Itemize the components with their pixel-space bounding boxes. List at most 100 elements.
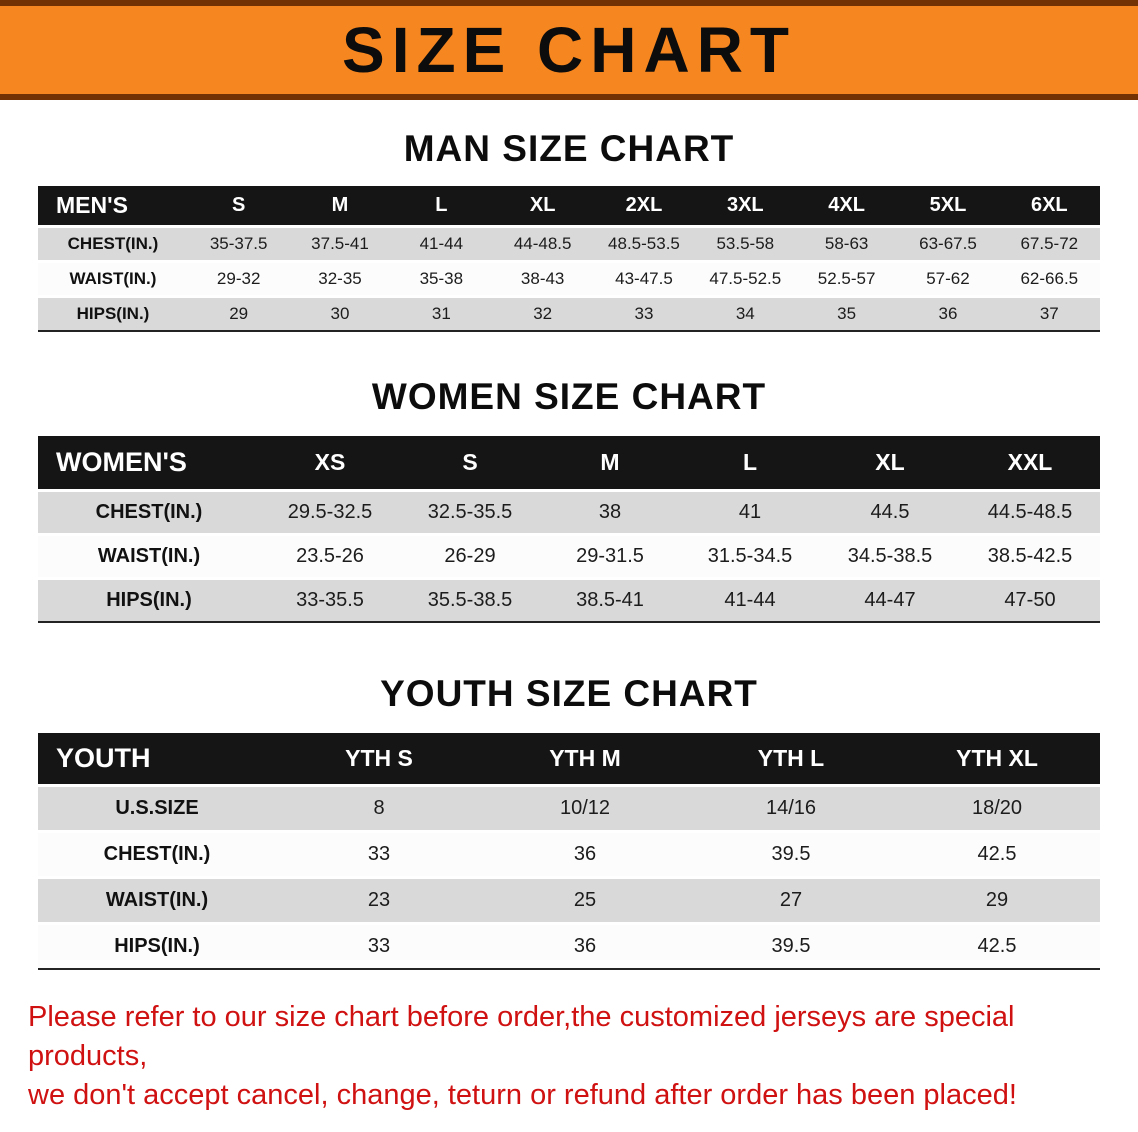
row-label: HIPS(IN.) [38, 296, 188, 332]
youth-section-heading: YOUTH SIZE CHART [380, 673, 758, 714]
banner-title: SIZE CHART [342, 14, 796, 86]
table-row: CHEST(IN.) 29.5-32.5 32.5-35.5 38 41 44.5 44.5… [38, 490, 1100, 534]
table-row: U.S.SIZE 8 10/12 14/16 18/20 [38, 785, 1100, 831]
table-corner-header: WOMEN'S [38, 436, 260, 490]
size-column-header: S [400, 436, 540, 490]
size-value-cell: 31.5-34.5 [707, 544, 793, 567]
table-row: WAIST(IN.) 29-32 32-35 35-38 38-43 43-47.5 47.… [38, 261, 1100, 296]
size-column-header: YTH XL [894, 733, 1100, 785]
size-column-header: XL [820, 436, 960, 490]
women-section-heading: WOMEN SIZE CHART [371, 376, 767, 417]
youth-size-table: YOUTH YTH S YTH M YTH L YTH XL U.S.SIZE 8 10/12… [38, 733, 1100, 970]
size-value-cell: 38 [598, 500, 622, 523]
size-value-cell: 41 [738, 500, 762, 523]
size-column-header: YTH S [276, 733, 482, 785]
size-value-cell: 52.5-57 [817, 268, 876, 288]
size-value-cell: 26-29 [444, 544, 496, 567]
size-value-cell: 27 [779, 888, 803, 911]
size-value-cell: 34.5-38.5 [847, 544, 933, 567]
table-header-row: YOUTH YTH S YTH M YTH L YTH XL [38, 733, 1100, 785]
size-column-header: YTH M [482, 733, 688, 785]
row-label: CHEST(IN.) [103, 842, 211, 865]
size-value-cell: 62-66.5 [1020, 268, 1079, 288]
size-value-cell: 42.5 [977, 842, 1017, 865]
size-value-cell: 25 [573, 888, 597, 911]
size-value-cell: 35-37.5 [209, 233, 268, 253]
size-value-cell: 18/20 [971, 796, 1023, 819]
size-value-cell: 35.5-38.5 [400, 578, 540, 623]
table-row: HIPS(IN.) 33 36 39.5 42.5 [38, 923, 1100, 970]
size-value-cell: 31 [390, 296, 492, 332]
disclaimer-line-2: we don't accept cancel, change, teturn o… [28, 1079, 1017, 1112]
disclaimer-line-1: Please refer to our size chart before or… [28, 1001, 1015, 1073]
size-value-cell: 33 [276, 923, 482, 970]
size-column-header: M [540, 436, 680, 490]
table-corner-header: MEN'S [38, 186, 188, 226]
size-value-cell: 33 [593, 296, 695, 332]
size-value-cell: 37.5-41 [311, 233, 369, 253]
size-column-header: XXL [960, 436, 1100, 490]
size-value-cell: 23.5-26 [296, 544, 364, 567]
size-value-cell: 23 [367, 888, 391, 911]
size-value-cell: 32 [491, 296, 594, 332]
size-value-cell: 41-44 [680, 578, 820, 623]
size-value-cell: 42.5 [894, 923, 1100, 970]
size-value-cell: 67.5-72 [1020, 233, 1079, 253]
size-value-cell: 41-44 [419, 233, 464, 253]
table-row: CHEST(IN.) 35-37.5 37.5-41 41-44 44-48.5 48.5… [38, 226, 1100, 261]
size-column-header: XL [491, 186, 594, 226]
row-label: CHEST(IN.) [67, 233, 159, 253]
size-value-cell: 30 [289, 296, 391, 332]
row-label: U.S.SIZE [115, 796, 199, 819]
size-value-cell: 43-47.5 [615, 268, 673, 288]
size-value-cell: 63-67.5 [919, 233, 977, 253]
table-row: WAIST(IN.) 23.5-26 26-29 29-31.5 31.5-34.5 34… [38, 534, 1100, 578]
table-header-row: MEN'S S M L XL 2XL 3XL 4XL 5XL 6XL [38, 186, 1100, 226]
size-value-cell: 44.5 [870, 500, 910, 523]
row-label: HIPS(IN.) [38, 578, 260, 623]
size-value-cell: 36 [482, 923, 688, 970]
size-value-cell: 38.5-41 [540, 578, 680, 623]
size-value-cell: 29-31.5 [576, 544, 644, 567]
size-value-cell: 8 [373, 796, 385, 819]
size-value-cell: 44-47 [820, 578, 960, 623]
size-value-cell: 38.5-42.5 [987, 544, 1073, 567]
size-value-cell: 29-32 [216, 268, 261, 288]
size-value-cell: 39.5 [771, 842, 811, 865]
size-chart-banner: SIZE CHART [0, 0, 1138, 100]
size-value-cell: 37 [998, 296, 1100, 332]
size-value-cell: 14/16 [765, 796, 817, 819]
women-size-table: WOMEN'S XS S M L XL XXL CHEST(IN.) 29.5-32.5 32.5… [38, 436, 1100, 623]
size-column-header: YTH L [688, 733, 894, 785]
row-label: WAIST(IN.) [69, 268, 157, 288]
size-column-header: M [289, 186, 391, 226]
men-size-section: MAN SIZE CHART MEN'S S M L XL 2XL 3XL 4XL 5XL 6XL… [0, 100, 1138, 332]
table-row: WAIST(IN.) 23 25 27 29 [38, 877, 1100, 923]
size-value-cell: 33-35.5 [260, 578, 400, 623]
size-value-cell: 29.5-32.5 [287, 500, 373, 523]
size-value-cell: 35-38 [419, 268, 464, 288]
women-size-section: WOMEN SIZE CHART WOMEN'S XS S M L XL XXL CHEST(… [0, 332, 1138, 623]
size-value-cell: 10/12 [559, 796, 611, 819]
size-column-header: 6XL [998, 186, 1100, 226]
table-header-row: WOMEN'S XS S M L XL XXL [38, 436, 1100, 490]
size-column-header: 4XL [795, 186, 898, 226]
size-column-header: 5XL [897, 186, 999, 226]
size-value-cell: 38-43 [520, 268, 565, 288]
size-column-header: S [188, 186, 290, 226]
row-label: WAIST(IN.) [105, 888, 209, 911]
size-value-cell: 32.5-35.5 [427, 500, 513, 523]
men-size-table: MEN'S S M L XL 2XL 3XL 4XL 5XL 6XL CHEST(IN.) 35-37… [38, 186, 1100, 332]
disclaimer-text: Please refer to our size chart before or… [0, 998, 1138, 1127]
size-value-cell: 36 [573, 842, 597, 865]
table-corner-header: YOUTH [38, 733, 276, 785]
youth-size-section: YOUTH SIZE CHART YOUTH YTH S YTH M YTH L YTH… [0, 623, 1138, 970]
table-row: HIPS(IN.) 33-35.5 35.5-38.5 38.5-41 41-44 44-… [38, 578, 1100, 623]
size-value-cell: 47-50 [960, 578, 1100, 623]
size-value-cell: 33 [367, 842, 391, 865]
size-value-cell: 48.5-53.5 [608, 233, 680, 253]
size-column-header: 3XL [694, 186, 796, 226]
size-column-header: XS [260, 436, 400, 490]
size-value-cell: 32-35 [318, 268, 362, 288]
size-value-cell: 39.5 [688, 923, 894, 970]
